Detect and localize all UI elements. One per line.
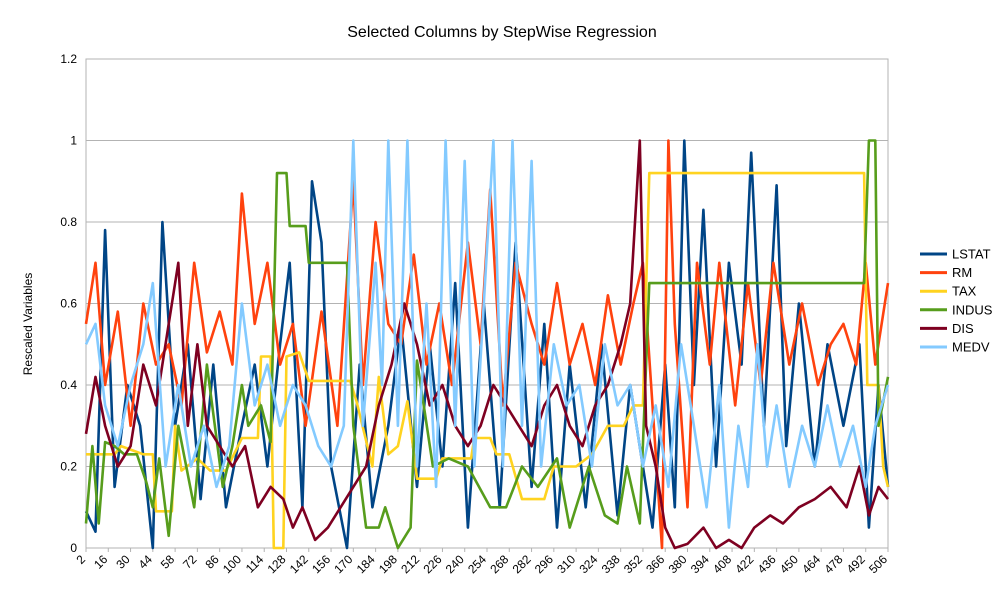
legend-label-dis: DIS [952,321,974,336]
x-tick-label: 198 [376,552,400,576]
x-tick-label: 212 [398,552,422,576]
x-tick-label: 506 [866,552,890,576]
x-tick-label: 114 [243,552,267,576]
legend-label-rm: RM [952,265,972,280]
x-tick-label: 338 [599,552,623,576]
y-tick-label: 1.2 [60,52,77,66]
x-tick-label: 352 [621,552,645,576]
x-tick-label: 86 [202,552,222,572]
legend-label-lstat: LSTAT [952,247,991,262]
x-tick-label: 142 [287,552,311,576]
legend-label-medv: MEDV [952,340,990,355]
chart-title: Selected Columns by StepWise Regression [347,24,656,41]
x-tick-label: 58 [158,552,178,572]
x-tick-label: 408 [710,552,734,576]
x-tick-label: 296 [532,552,556,576]
series-line-rm [84,139,890,550]
y-tick-label: 0.8 [60,215,77,229]
x-tick-label: 240 [443,552,467,576]
y-tick-label: 0 [70,541,77,555]
axes: 00.20.40.60.811.22 16 30 44 58 72 861001141281… [60,52,890,576]
legend-label-tax: TAX [952,284,977,299]
x-tick-label: 450 [777,552,801,576]
x-tick-label: 72 [180,552,200,572]
x-tick-label: 310 [554,552,578,576]
x-tick-label: 380 [666,552,690,576]
series-line-medv [84,139,890,529]
x-tick-label: 268 [487,552,511,576]
x-tick-label: 100 [220,552,244,576]
x-tick-label: 464 [799,552,823,576]
x-tick-label: 492 [844,552,868,576]
x-tick-label: 282 [510,552,534,576]
x-tick-label: 30 [113,552,133,572]
y-axis-label: Rescaled Variables [21,273,35,376]
x-tick-label: 16 [91,552,111,572]
y-tick-label: 0.4 [60,378,77,392]
legend: LSTAT RM TAX INDUS DIS MEDV [920,247,993,355]
x-tick-label: 2 [73,552,88,567]
x-tick-label: 254 [465,552,489,576]
x-tick-label: 226 [421,552,445,576]
x-tick-label: 436 [755,552,779,576]
legend-label-indus: INDUS [952,302,993,317]
x-tick-label: 170 [331,552,355,576]
x-tick-label: 156 [309,552,333,576]
x-tick-label: 422 [732,552,756,576]
series-lines [84,139,890,550]
x-tick-label: 184 [354,552,378,576]
y-tick-label: 0.6 [60,297,77,311]
y-tick-label: 0.2 [60,460,77,474]
x-tick-label: 324 [576,552,600,576]
x-tick-label: 394 [688,552,712,576]
series-line-dis [84,139,890,550]
x-tick-label: 128 [265,552,289,576]
series-line-tax [86,171,890,550]
gridlines [85,58,889,549]
x-tick-label: 366 [643,552,667,576]
x-tick-label: 478 [822,552,846,576]
y-tick-label: 1 [70,134,77,148]
x-tick-label: 44 [136,552,156,572]
